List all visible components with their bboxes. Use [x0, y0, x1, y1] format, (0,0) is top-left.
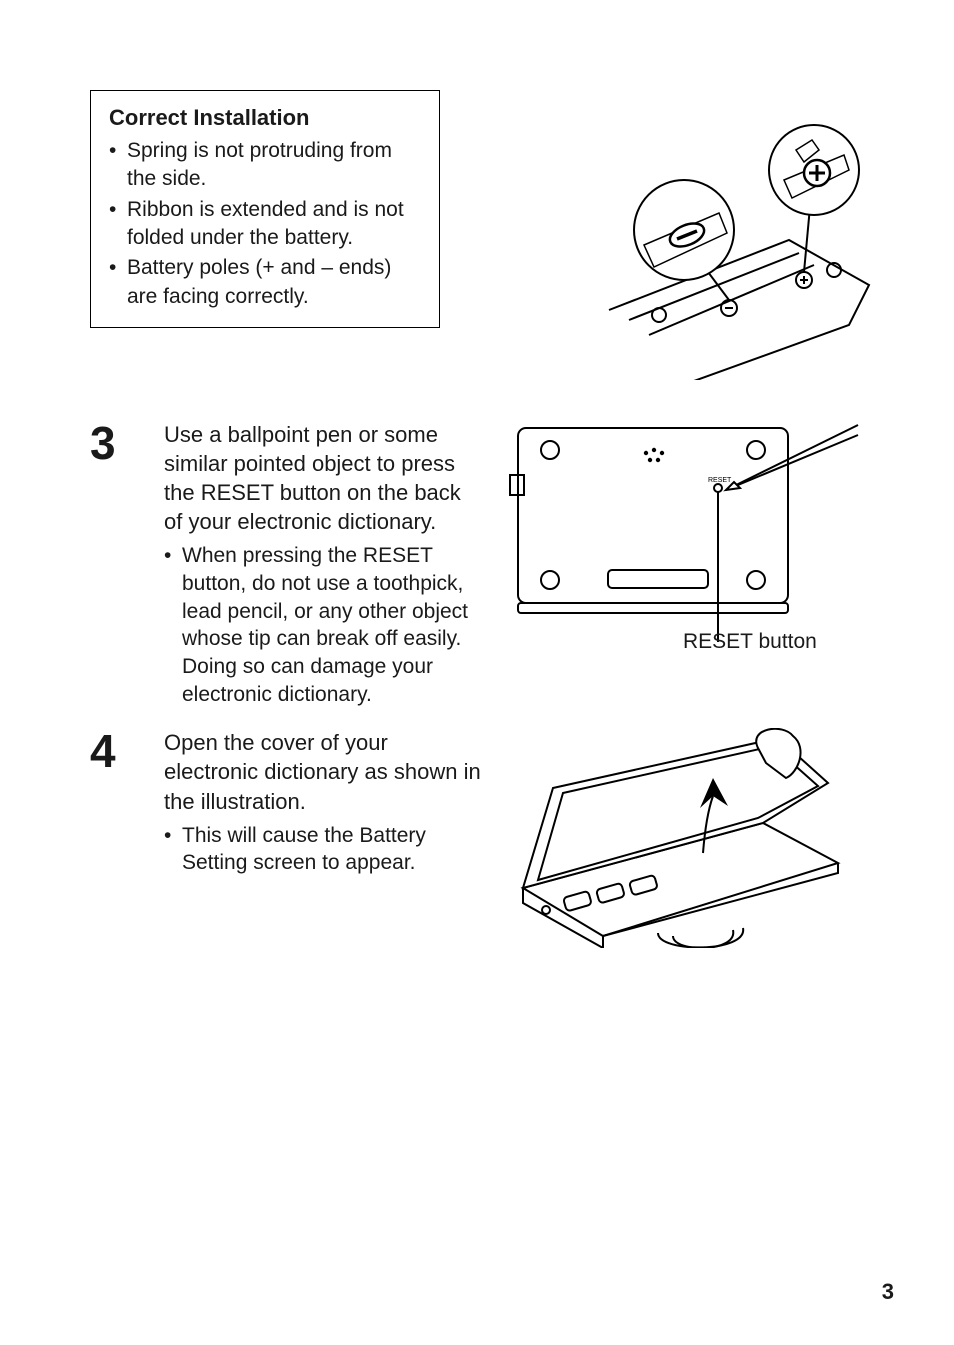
install-box: Correct Installation Spring is not protr… [90, 90, 440, 328]
step-3-bullets: When pressing the RESET button, do not u… [164, 542, 484, 708]
battery-polarity-illustration [589, 90, 889, 380]
open-cover-illustration [508, 728, 848, 948]
install-bullet: Ribbon is extended and is not folded und… [109, 196, 421, 253]
step-num-col: 3 [90, 420, 140, 708]
step-intro: Use a ballpoint pen or some similar poin… [164, 420, 484, 536]
figure-reset: RESET RESET button [508, 420, 894, 708]
step-number: 4 [90, 728, 140, 774]
reset-caption: RESET button [683, 630, 817, 654]
step-4-bullets: This will cause the Battery Setting scre… [164, 822, 484, 877]
step-3-row: 3 Use a ballpoint pen or some similar po… [90, 420, 894, 708]
step-num-col: 4 [90, 728, 140, 948]
step-4-row: 4 Open the cover of your electronic dict… [90, 728, 894, 948]
reset-illustration: RESET [508, 420, 868, 655]
step-intro: Open the cover of your electronic dictio… [164, 728, 484, 815]
col-left-install: Correct Installation Spring is not protr… [90, 90, 560, 380]
install-bullet: Spring is not protruding from the side. [109, 137, 421, 194]
step-4-text: Open the cover of your electronic dictio… [164, 728, 484, 948]
page: Correct Installation Spring is not protr… [0, 0, 954, 1345]
svg-text:RESET: RESET [708, 477, 732, 484]
install-bullet-list: Spring is not protruding from the side. … [109, 137, 421, 311]
step-bullet: When pressing the RESET button, do not u… [164, 542, 484, 708]
figure-battery-polarity [584, 90, 894, 380]
row-install: Correct Installation Spring is not protr… [90, 90, 894, 380]
step-bullet: This will cause the Battery Setting scre… [164, 822, 484, 877]
install-bullet: Battery poles (+ and – ends) are facing … [109, 254, 421, 311]
figure-open-cover [508, 728, 894, 948]
install-title: Correct Installation [109, 105, 421, 131]
page-number: 3 [882, 1279, 894, 1305]
step-number: 3 [90, 420, 140, 466]
step-3-text: Use a ballpoint pen or some similar poin… [164, 420, 484, 708]
